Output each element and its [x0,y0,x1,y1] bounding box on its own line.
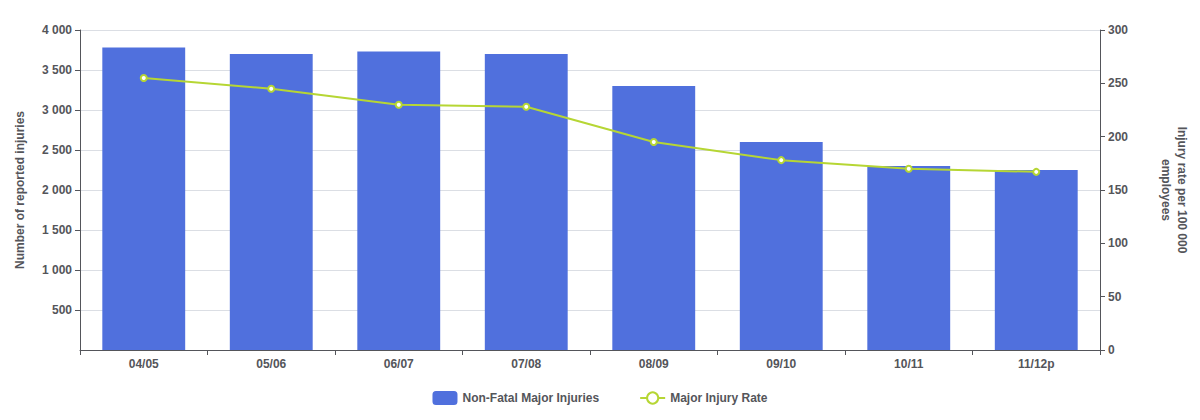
svg-text:300: 300 [1108,23,1128,37]
svg-text:2 500: 2 500 [42,143,72,157]
svg-text:2 000: 2 000 [42,183,72,197]
svg-text:11/12p: 11/12p [1018,357,1055,371]
svg-text:09/10: 09/10 [766,357,796,371]
svg-text:3 500: 3 500 [42,63,72,77]
svg-text:4 000: 4 000 [42,23,72,37]
svg-text:150: 150 [1108,183,1128,197]
svg-text:employees: employees [1159,159,1173,221]
svg-text:Number of reported injuries: Number of reported injuries [13,111,27,269]
svg-text:05/06: 05/06 [256,357,286,371]
svg-text:10/11: 10/11 [894,357,924,371]
svg-text:Injury rate per 100 000: Injury rate per 100 000 [1175,127,1189,254]
svg-text:100: 100 [1108,236,1128,250]
svg-text:1 000: 1 000 [42,263,72,277]
svg-text:Non-Fatal Major Injuries: Non-Fatal Major Injuries [462,391,599,405]
svg-text:500: 500 [52,303,72,317]
svg-text:200: 200 [1108,130,1128,144]
svg-text:Major Injury Rate: Major Injury Rate [670,391,768,405]
svg-text:3 000: 3 000 [42,103,72,117]
svg-text:08/09: 08/09 [639,357,669,371]
svg-text:50: 50 [1108,290,1122,304]
svg-text:1 500: 1 500 [42,223,72,237]
svg-text:0: 0 [1108,343,1115,357]
svg-text:250: 250 [1108,76,1128,90]
svg-text:07/08: 07/08 [511,357,541,371]
svg-text:04/05: 04/05 [129,357,159,371]
svg-text:06/07: 06/07 [384,357,414,371]
